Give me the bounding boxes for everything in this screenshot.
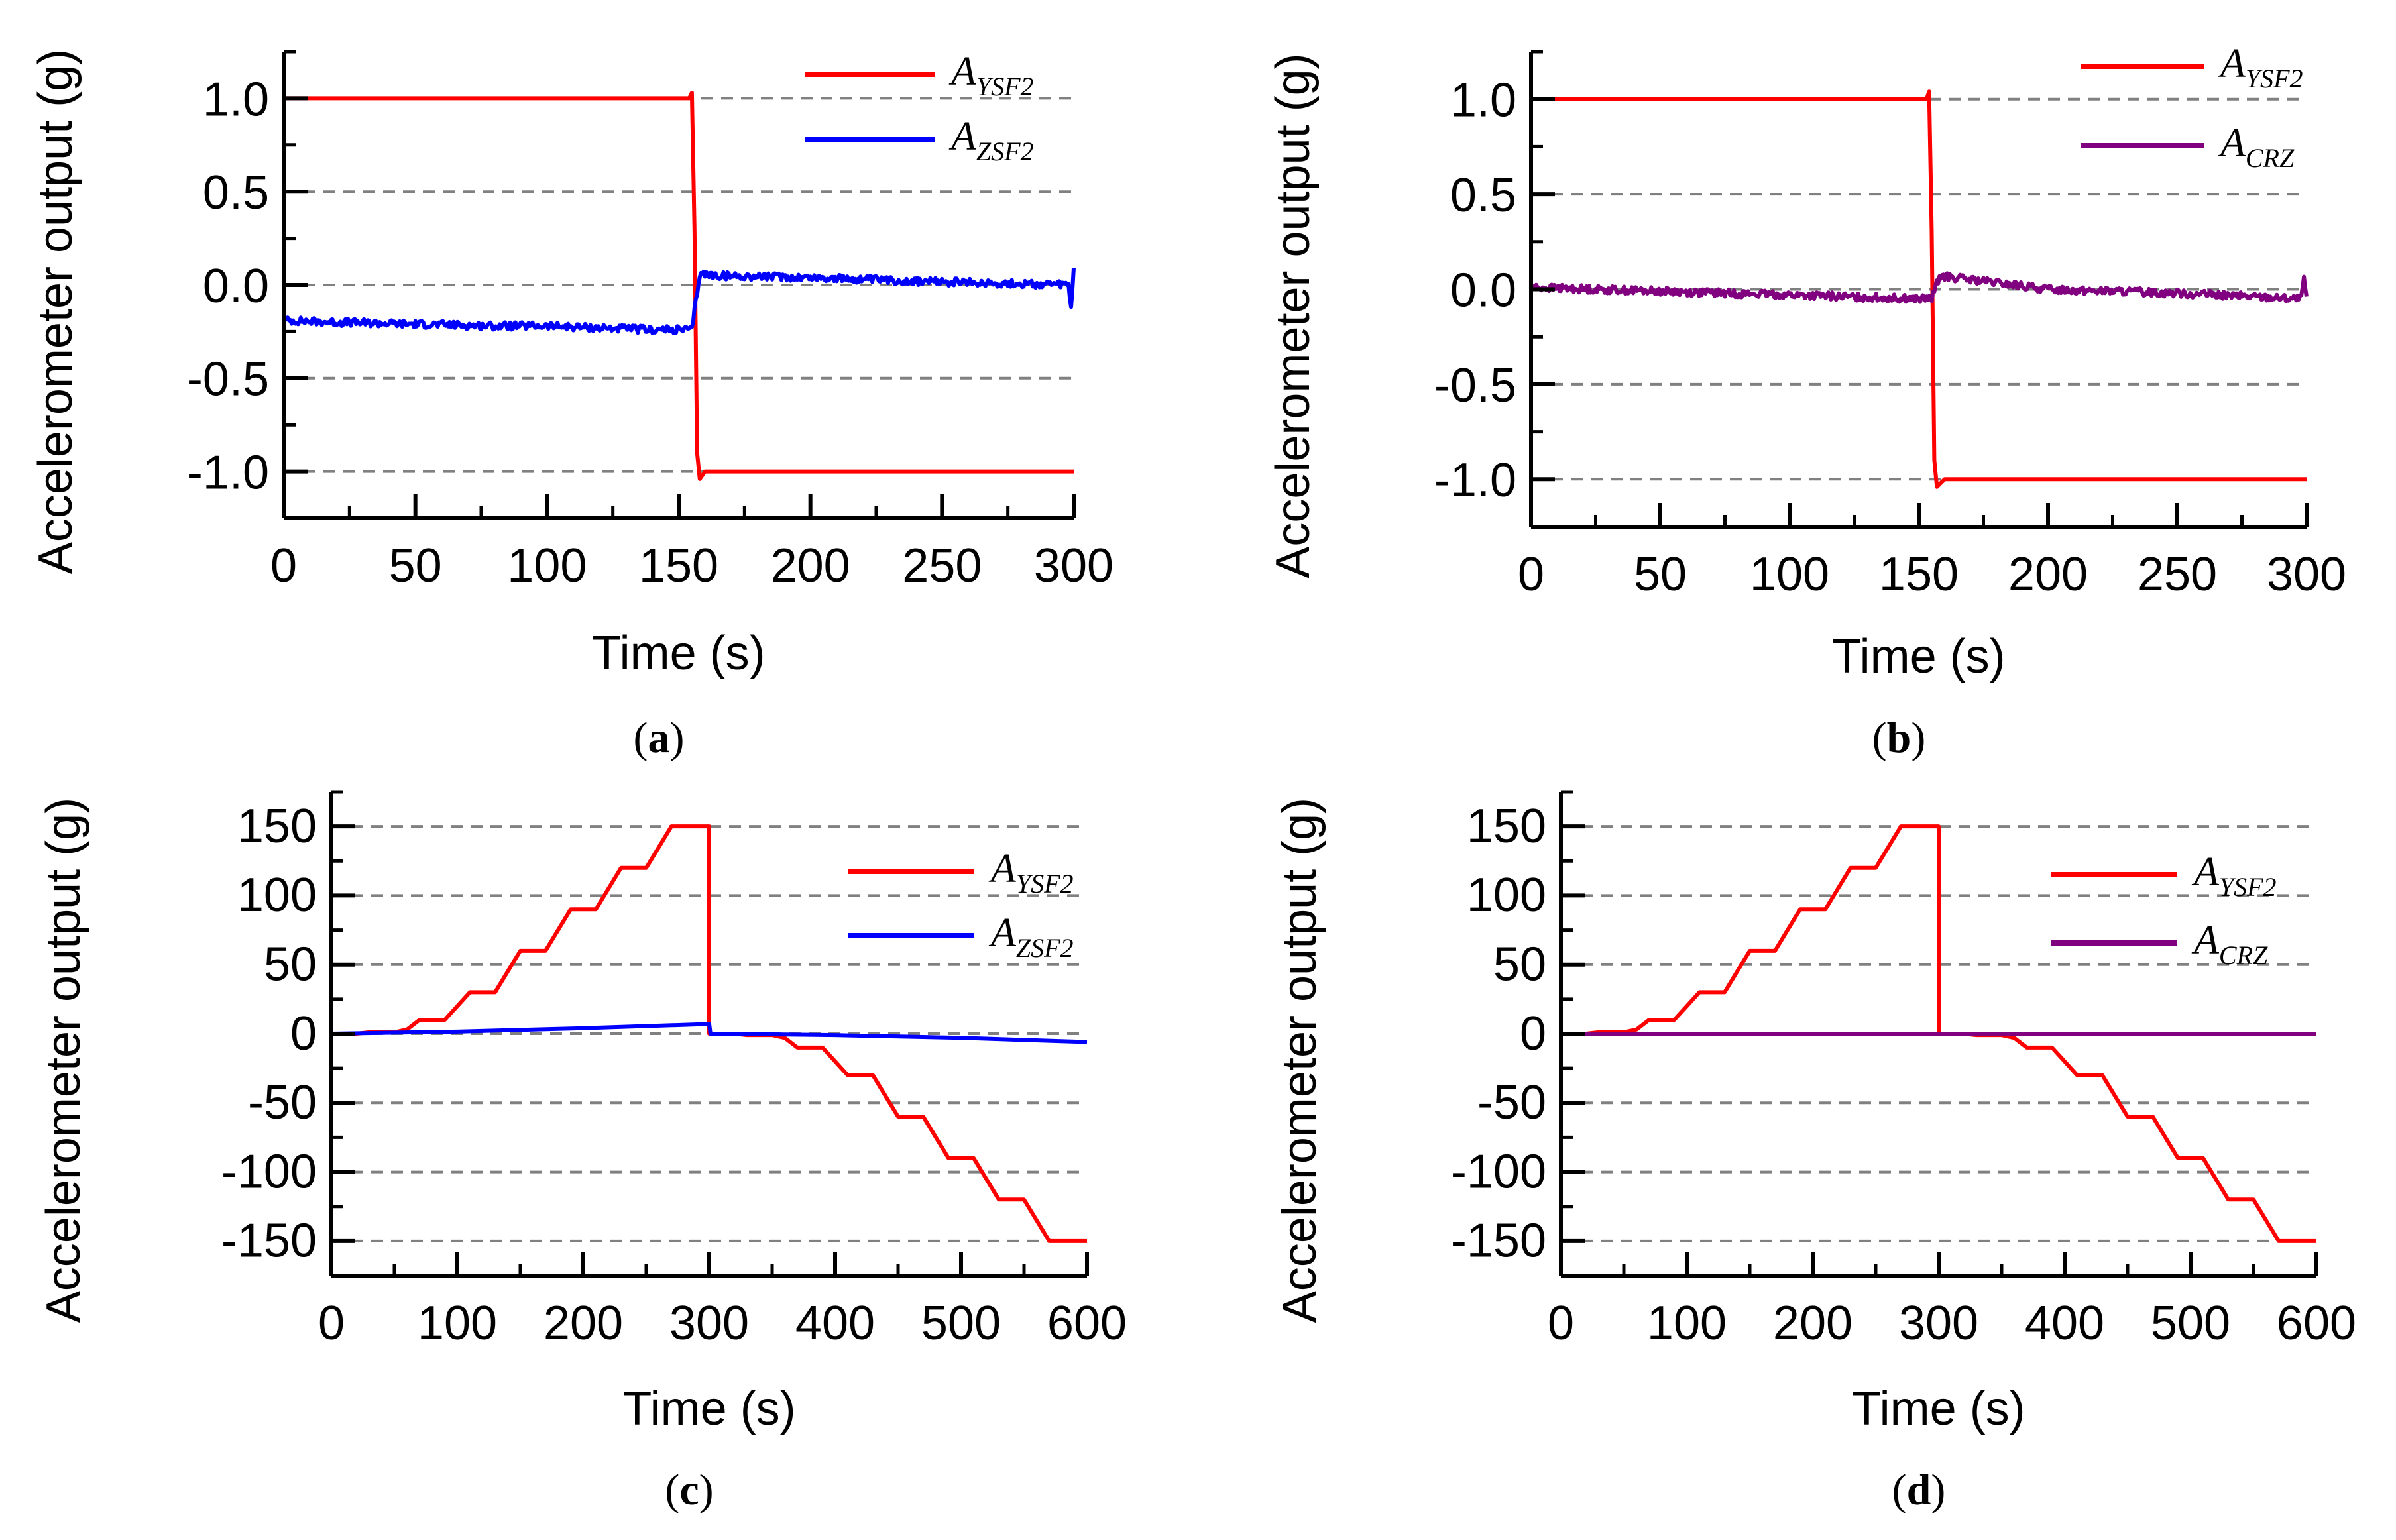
y-tick-label: 50 [1493,938,1546,991]
chart-a: 1.0 0.5 0.0 -0.5 -1.00 50 100 150 200 250 300 Time … [29,49,1113,762]
y-tick-label: 0.5 [1450,169,1516,222]
x-tick-label: 400 [2025,1297,2104,1350]
series-line-zsf2 [282,268,1076,335]
x-tick-label: 50 [1634,548,1687,601]
x-tick-label: 150 [1879,548,1959,601]
x-tick-label: 300 [2267,548,2346,601]
x-tick-label: 0 [1548,1297,1574,1350]
x-tick-label: 200 [543,1297,623,1350]
series-line-ysf2 [331,824,1087,1243]
y-axis-title: Accelerometer output (g) [1273,798,1326,1323]
x-axis-title: Time (s) [1832,630,2005,683]
x-axis-title: Time (s) [592,627,765,680]
legend-label-ysf2: AYSF2 [2218,41,2303,93]
figure-caption-d: (d) [1892,1466,1946,1514]
x-tick-label: 100 [507,539,587,592]
y-tick-label: 50 [264,938,317,991]
x-tick-label: 100 [418,1297,497,1350]
x-tick-label: 600 [1047,1297,1127,1350]
y-tick-label: -0.5 [1434,359,1516,412]
series-line-ysf2 [1531,89,2307,489]
series-line-ysf2 [1561,824,2316,1243]
y-tick-label: 1.0 [1450,74,1516,127]
x-tick-label: 300 [669,1297,749,1350]
x-tick-label: 0 [318,1297,345,1350]
y-tick-label: 100 [237,869,317,922]
legend-label-zsf2: AZSF2 [988,910,1074,963]
legend-label-zsf2: AZSF2 [948,114,1034,166]
y-tick-label: 0 [1520,1007,1546,1060]
y-axis-title: Accelerometer output (g) [37,798,90,1323]
y-tick-label: 0.5 [203,166,269,219]
y-tick-label: -1.0 [1434,454,1516,507]
legend-label-crz: ACRZ [2191,918,2268,970]
legend-label-ysf2: AYSF2 [2191,850,2277,902]
y-tick-label: -1.0 [187,447,269,500]
y-tick-label: 150 [237,800,317,853]
y-tick-label: 0.0 [203,260,269,313]
x-tick-label: 300 [1034,539,1113,592]
y-axis-title: Accelerometer output (g) [1267,53,1320,578]
x-tick-label: 200 [1773,1297,1853,1350]
legend-label-crz: ACRZ [2218,121,2295,173]
x-tick-label: 600 [2277,1297,2356,1350]
figure-caption-b: (b) [1872,714,1926,762]
series-line-zsf2 [331,1022,1088,1044]
legend-label-ysf2: AYSF2 [988,846,1074,899]
x-tick-label: 300 [1899,1297,1978,1350]
x-tick-label: 250 [902,539,982,592]
x-tick-label: 500 [921,1297,1001,1350]
y-tick-label: -100 [221,1145,317,1198]
y-tick-label: 100 [1467,869,1546,922]
chart-b: 1.0 0.5 0.0 -0.5 -1.00 50 100 150 200 250 300 Time … [1267,41,2346,762]
y-tick-label: 1.0 [203,73,269,126]
figure-caption-a: (a) [634,714,685,762]
x-tick-label: 0 [1518,548,1544,601]
y-tick-label: 0 [290,1007,317,1060]
y-tick-label: -150 [221,1215,317,1268]
y-tick-label: -150 [1451,1215,1546,1268]
y-tick-label: 0.0 [1450,264,1516,317]
x-axis-title: Time (s) [1852,1382,2025,1435]
figure-caption-c: (c) [665,1466,713,1514]
legend-label-ysf2: AYSF2 [948,49,1034,101]
x-tick-label: 400 [795,1297,875,1350]
x-axis-title: Time (s) [622,1382,795,1435]
x-tick-label: 150 [639,539,718,592]
series-line-ysf2 [284,91,1074,481]
y-tick-label: -50 [248,1076,317,1129]
x-tick-label: 200 [2008,548,2088,601]
x-tick-label: 0 [270,539,297,592]
x-tick-label: 250 [2138,548,2217,601]
y-tick-label: 150 [1467,800,1546,853]
y-axis-title: Accelerometer output (g) [29,49,82,574]
y-tick-label: -0.5 [187,353,269,406]
x-tick-label: 200 [771,539,850,592]
x-tick-label: 500 [2151,1297,2230,1350]
y-tick-label: -50 [1477,1076,1546,1129]
y-tick-label: -100 [1451,1145,1546,1198]
x-tick-label: 100 [1647,1297,1727,1350]
series-line-crz [1529,271,2309,304]
x-tick-label: 100 [1750,548,1829,601]
x-tick-label: 50 [389,539,442,592]
